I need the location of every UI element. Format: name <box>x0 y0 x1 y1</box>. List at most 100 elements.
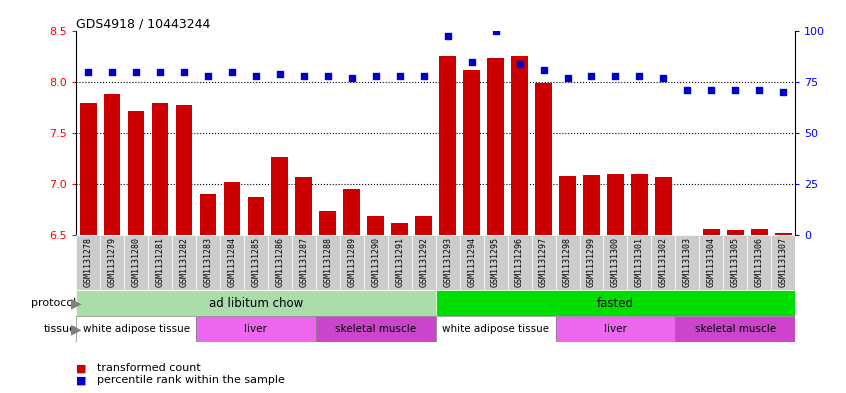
Bar <box>464 70 480 235</box>
Point <box>585 73 598 79</box>
Point <box>417 73 431 79</box>
Point <box>297 73 310 79</box>
Bar <box>220 235 244 290</box>
Bar <box>76 235 100 290</box>
Bar <box>439 56 456 235</box>
Text: GSM1131284: GSM1131284 <box>228 237 236 288</box>
Text: ■: ■ <box>76 375 86 385</box>
Bar <box>751 229 767 235</box>
Text: GDS4918 / 10443244: GDS4918 / 10443244 <box>76 17 211 30</box>
Text: ▶: ▶ <box>71 322 82 336</box>
Bar <box>343 189 360 235</box>
Bar <box>316 235 340 290</box>
Bar <box>607 174 624 235</box>
Text: skeletal muscle: skeletal muscle <box>335 324 416 334</box>
Bar <box>772 235 795 290</box>
Bar <box>387 235 412 290</box>
Point <box>345 75 359 81</box>
Bar <box>148 235 172 290</box>
Bar <box>583 175 600 235</box>
Text: GSM1131291: GSM1131291 <box>395 237 404 288</box>
Bar <box>172 235 196 290</box>
Text: white adipose tissue: white adipose tissue <box>83 324 190 334</box>
Bar <box>200 194 217 235</box>
Bar <box>484 235 508 290</box>
Point <box>536 67 550 73</box>
Text: GSM1131305: GSM1131305 <box>731 237 739 288</box>
Bar <box>367 217 384 235</box>
Bar <box>556 235 580 290</box>
Bar <box>655 177 672 235</box>
Text: liver: liver <box>244 324 267 334</box>
Text: GSM1131286: GSM1131286 <box>276 237 284 288</box>
Bar <box>412 235 436 290</box>
Bar <box>100 235 124 290</box>
Bar <box>436 316 556 342</box>
Bar <box>292 235 316 290</box>
Point <box>201 73 215 79</box>
Point <box>273 71 287 77</box>
Bar <box>316 316 436 342</box>
Bar <box>223 182 240 235</box>
Text: tissue: tissue <box>44 324 77 334</box>
Bar <box>511 56 528 235</box>
Bar <box>272 158 288 235</box>
Text: GSM1131306: GSM1131306 <box>755 237 764 288</box>
Text: GSM1131287: GSM1131287 <box>299 237 308 288</box>
Bar <box>364 235 387 290</box>
Bar <box>675 316 795 342</box>
Bar <box>196 316 316 342</box>
Text: skeletal muscle: skeletal muscle <box>695 324 776 334</box>
Text: GSM1131294: GSM1131294 <box>467 237 476 288</box>
Bar <box>727 230 744 235</box>
Point <box>393 73 406 79</box>
Bar <box>80 103 96 235</box>
Text: GSM1131283: GSM1131283 <box>204 237 212 288</box>
Text: GSM1131301: GSM1131301 <box>635 237 644 288</box>
Bar <box>531 235 556 290</box>
Bar <box>340 235 364 290</box>
Bar <box>508 235 531 290</box>
Bar <box>392 222 408 235</box>
Point <box>249 73 262 79</box>
Bar <box>320 211 336 235</box>
Text: GSM1131300: GSM1131300 <box>611 237 620 288</box>
Point <box>705 87 718 94</box>
Bar <box>700 235 723 290</box>
Text: GSM1131297: GSM1131297 <box>539 237 548 288</box>
Point <box>225 69 239 75</box>
Bar <box>268 235 292 290</box>
Point <box>777 89 790 95</box>
Bar <box>651 235 675 290</box>
Point <box>177 69 190 75</box>
Text: GSM1131293: GSM1131293 <box>443 237 452 288</box>
Bar <box>628 235 651 290</box>
Bar <box>76 290 436 316</box>
Point <box>81 69 95 75</box>
Bar <box>104 94 120 235</box>
Point <box>129 69 143 75</box>
Text: ■: ■ <box>76 364 86 373</box>
Text: ▶: ▶ <box>71 296 82 310</box>
Point <box>321 73 334 79</box>
Text: GSM1131278: GSM1131278 <box>84 237 92 288</box>
Text: GSM1131302: GSM1131302 <box>659 237 667 288</box>
Bar <box>556 316 675 342</box>
Text: transformed count: transformed count <box>97 364 201 373</box>
Text: GSM1131289: GSM1131289 <box>348 237 356 288</box>
Text: GSM1131295: GSM1131295 <box>492 237 500 288</box>
Text: GSM1131279: GSM1131279 <box>107 237 117 288</box>
Bar <box>536 83 552 235</box>
Bar <box>747 235 772 290</box>
Bar <box>559 176 576 235</box>
Point <box>728 87 742 94</box>
Point <box>633 73 646 79</box>
Bar <box>775 233 792 235</box>
Point <box>752 87 766 94</box>
Text: GSM1131285: GSM1131285 <box>251 237 261 288</box>
Point <box>464 59 478 65</box>
Text: white adipose tissue: white adipose tissue <box>442 324 549 334</box>
Point <box>680 87 694 94</box>
Bar <box>675 235 700 290</box>
Bar <box>76 316 196 342</box>
